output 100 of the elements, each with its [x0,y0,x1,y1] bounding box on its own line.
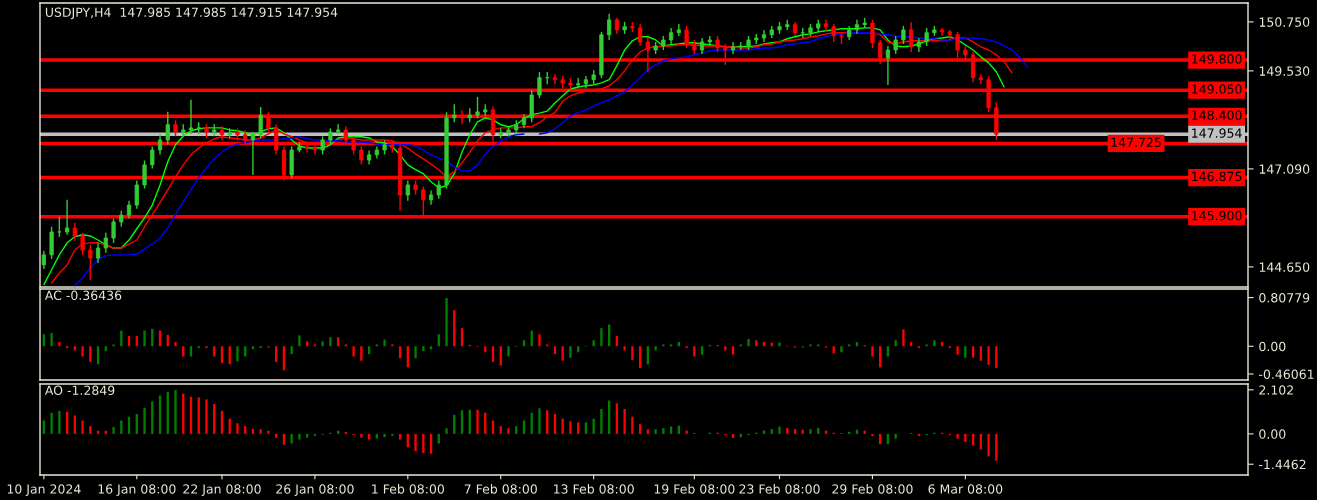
bar [778,342,781,347]
bar [569,346,572,358]
y-tick-label: -0.46061 [1259,369,1314,379]
bar [747,339,750,347]
candlestick [165,111,170,146]
x-tick-label: 1 Feb 08:00 [372,484,445,494]
bar [491,420,495,434]
bar [42,420,46,434]
x-tick-label: 23 Feb 08:00 [739,484,820,494]
y-tick-label: 150.750 [1259,17,1310,27]
y-tick-label: 0.00 [1259,429,1286,439]
candlestick [64,199,70,236]
bar [259,429,262,434]
y-tick-label: 2.102 [1259,385,1293,395]
candlestick [72,222,77,242]
ref-line-label: 146.875 [1192,171,1242,182]
y-tick-label: 144.650 [1259,262,1310,272]
bar [476,409,479,434]
bar [120,420,123,434]
y-tick-label: -1.4462 [1259,459,1306,470]
candlestick [537,71,542,99]
bar [58,410,61,434]
bar [933,340,936,347]
y-tick-label: 0.80779 [1259,293,1310,303]
candlestick [885,45,891,86]
bar [987,433,990,457]
bar [383,433,386,438]
x-tick-label: 10 Jan 2024 [7,484,81,497]
ref-line-label: 149.800 [1192,54,1242,64]
bar [569,421,572,434]
bar [778,426,781,434]
bar [81,346,84,357]
x-tick-label: 29 Feb 08:00 [832,484,913,494]
chart-title: AO -1.2849 [44,385,115,396]
bar [398,433,402,440]
bar [600,328,603,347]
candlestick [978,73,983,85]
candlestick [250,131,256,176]
bar [654,429,657,434]
bar [81,420,84,434]
bar [600,408,603,434]
bar [793,429,797,434]
chart-title: USDJPY,H4 147.985 147.985 147.915 147.954 [45,7,338,20]
bar [414,433,417,452]
bar [367,433,371,440]
bar [623,408,626,434]
candlestick [142,159,147,190]
bar [685,430,688,434]
candlestick [320,135,325,156]
candlestick [258,106,263,140]
bar [58,342,61,347]
candlestick [638,23,643,47]
bar [840,346,843,353]
candlestick [95,242,101,264]
bar [290,433,293,444]
bar [422,346,425,352]
candlestick [924,27,929,47]
bar [352,346,355,357]
candlestick [436,179,441,200]
bar [360,346,363,361]
candlestick [41,250,46,270]
candlestick [552,73,558,85]
candlestick [88,244,93,281]
bar [894,433,897,439]
bar [654,346,657,351]
bar [414,346,417,359]
bar [646,429,650,434]
candlestick [901,25,906,45]
bar [236,346,239,362]
bar [205,399,208,434]
bar [871,433,874,436]
bar [662,428,665,434]
bar [445,428,448,434]
bar [631,346,634,361]
bar [174,342,177,347]
bar [437,433,440,444]
bar [329,337,332,347]
x-tick-label: 7 Feb 08:00 [464,484,537,494]
ref-line-label: 148.400 [1192,110,1242,120]
bar [112,426,115,434]
bar [809,429,812,434]
bar [871,346,874,357]
candlestick [157,133,163,156]
bar [731,346,735,355]
candlestick [475,96,480,119]
bar [964,346,967,358]
ref-line-label: 145.900 [1192,210,1242,221]
bar [375,433,379,439]
bar [507,346,510,357]
candlestick [405,179,410,202]
bar [507,428,510,434]
bar [298,433,301,440]
bar [902,329,905,347]
bar [383,339,386,347]
x-tick-label: 19 Feb 08:00 [654,484,735,494]
candlestick [126,199,132,220]
candlestick [111,218,116,244]
ref-line-label: 149.050 [1192,84,1242,94]
bar [298,335,301,347]
bar [143,330,146,347]
